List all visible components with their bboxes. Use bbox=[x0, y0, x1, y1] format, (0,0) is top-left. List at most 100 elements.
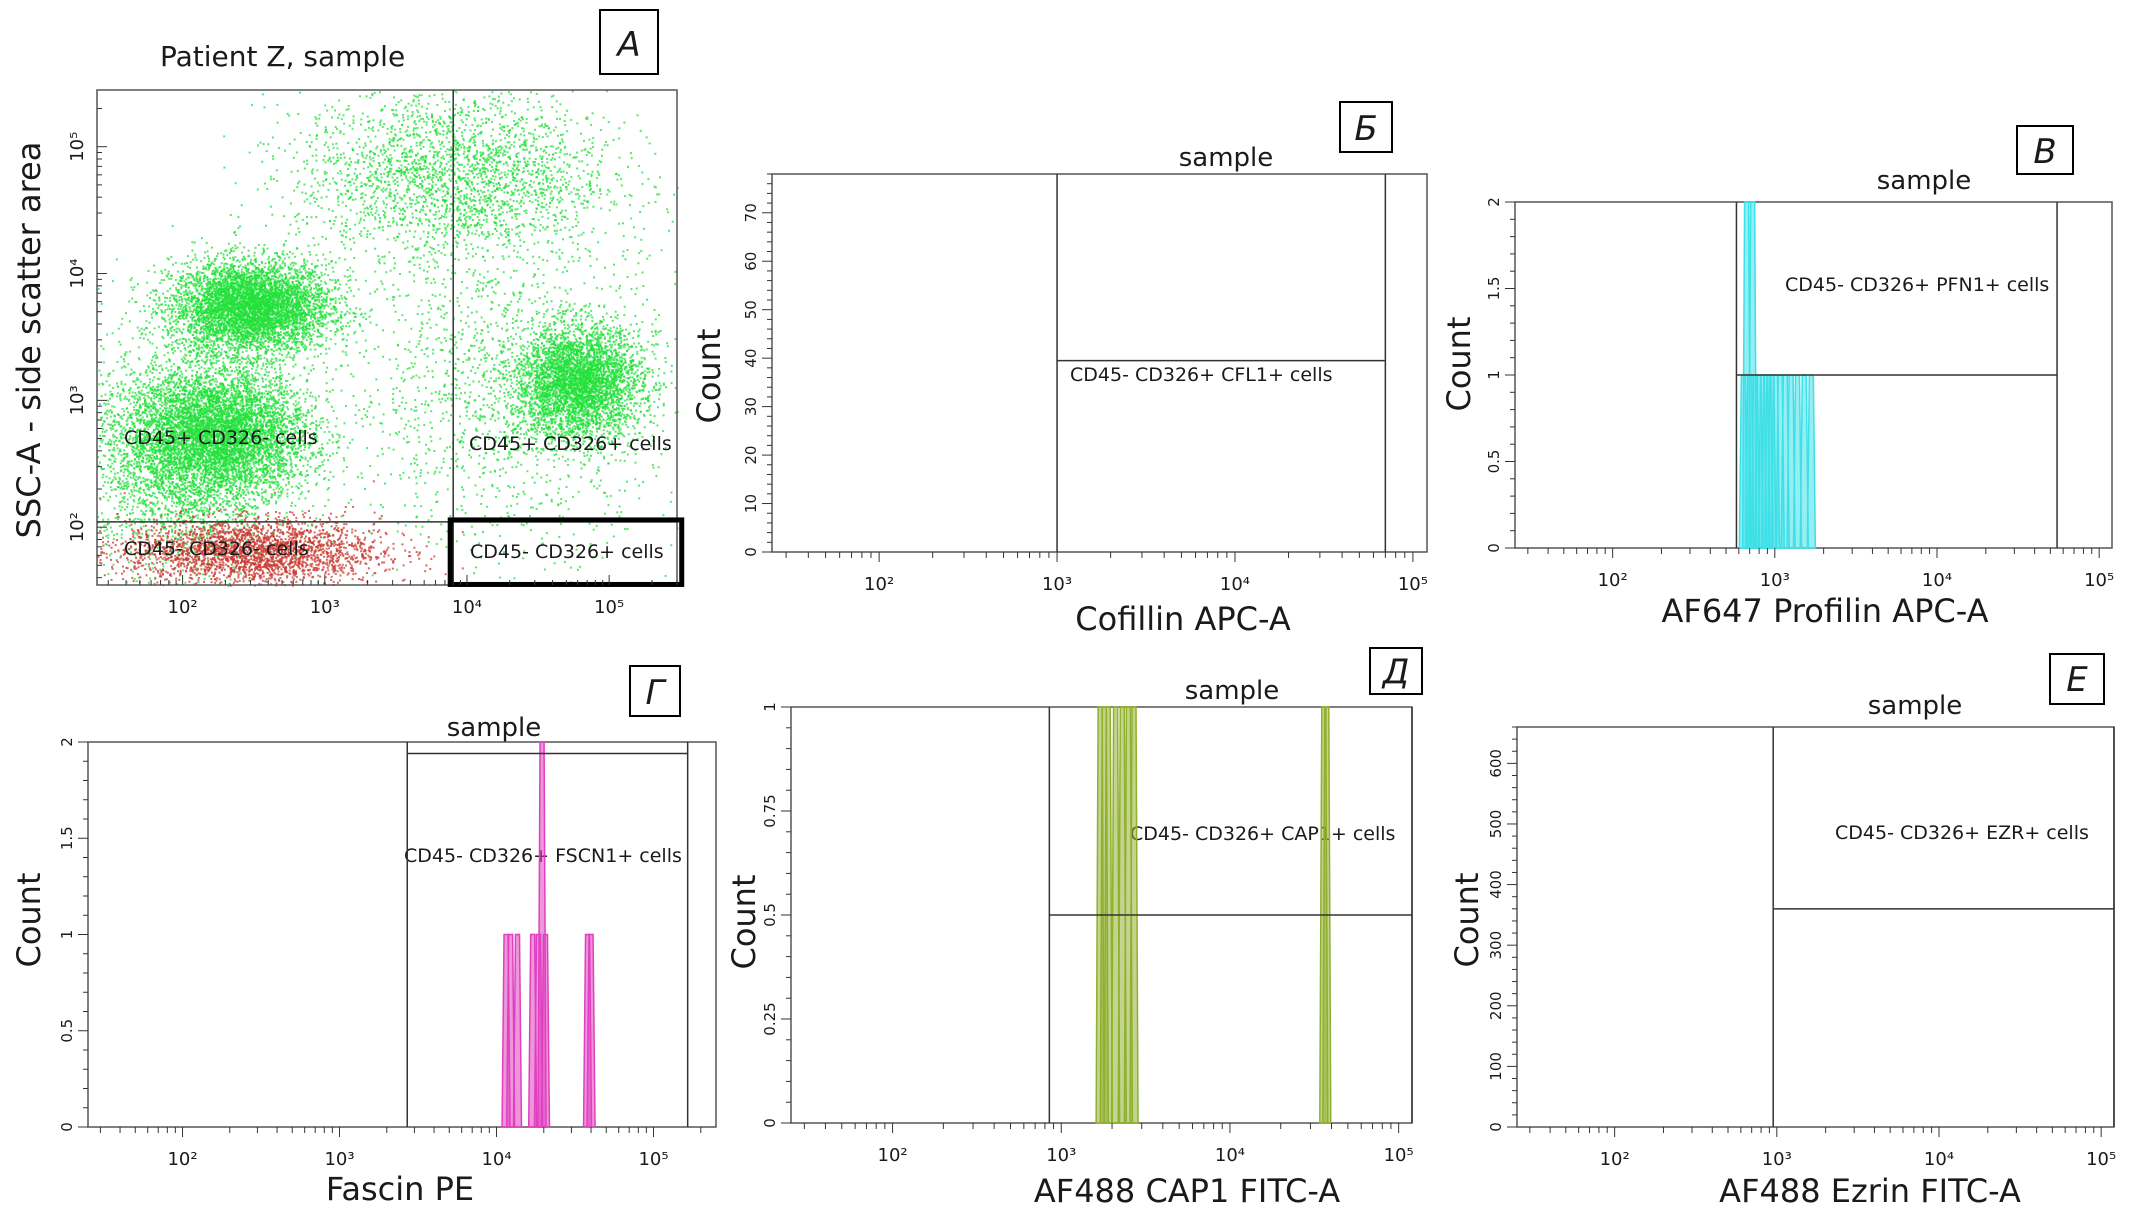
scatter-point bbox=[302, 338, 304, 340]
panel-a-scatter: Patient Z, sample А 10² 10³ 10⁴ 10⁵ 10²10³1… bbox=[10, 10, 682, 618]
scatter-point bbox=[341, 311, 343, 313]
scatter-point bbox=[282, 312, 284, 314]
scatter-point bbox=[223, 263, 225, 265]
scatter-point bbox=[330, 338, 332, 340]
scatter-point bbox=[153, 265, 155, 267]
scatter-point bbox=[154, 310, 156, 312]
scatter-point bbox=[197, 303, 199, 305]
scatter-point bbox=[312, 316, 314, 318]
scatter-point bbox=[145, 320, 147, 322]
scatter-point bbox=[268, 341, 270, 343]
scatter-point bbox=[137, 283, 139, 285]
scatter-point bbox=[320, 313, 322, 315]
scatter-point bbox=[131, 298, 133, 300]
scatter-point bbox=[291, 357, 293, 359]
scatter-point bbox=[362, 330, 364, 332]
scatter-point bbox=[226, 263, 228, 265]
scatter-point bbox=[180, 280, 182, 282]
scatter-point bbox=[350, 290, 352, 292]
scatter-point bbox=[145, 333, 147, 335]
scatter-point bbox=[194, 257, 196, 259]
scatter-point bbox=[284, 258, 286, 260]
scatter-point bbox=[295, 364, 297, 366]
scatter-point bbox=[146, 282, 148, 284]
scatter-point bbox=[181, 301, 183, 303]
scatter-point bbox=[118, 341, 120, 343]
scatter-point bbox=[355, 279, 357, 281]
scatter-point bbox=[148, 306, 150, 308]
scatter-point bbox=[185, 304, 187, 306]
scatter-point bbox=[112, 280, 114, 282]
scatter-point bbox=[241, 252, 243, 254]
scatter-point bbox=[264, 346, 266, 348]
scatter-point bbox=[224, 332, 226, 334]
scatter-point bbox=[326, 312, 328, 314]
scatter-point bbox=[306, 339, 308, 341]
scatter-point bbox=[243, 289, 245, 291]
scatter-point bbox=[176, 295, 178, 297]
scatter-point bbox=[276, 349, 278, 351]
scatter-point bbox=[317, 355, 319, 357]
scatter-point bbox=[283, 333, 285, 335]
scatter-point bbox=[192, 349, 194, 351]
scatter-point bbox=[324, 318, 326, 320]
scatter-point bbox=[214, 335, 216, 337]
scatter-point bbox=[196, 259, 198, 261]
scatter-point bbox=[334, 331, 336, 333]
scatter-point bbox=[310, 318, 312, 320]
scatter-point bbox=[315, 285, 317, 287]
scatter-point bbox=[257, 342, 259, 344]
scatter-point bbox=[184, 263, 186, 265]
scatter-point bbox=[339, 302, 341, 304]
scatter-point bbox=[288, 340, 290, 342]
scatter-point bbox=[288, 282, 290, 284]
scatter-point bbox=[318, 299, 320, 301]
scatter-point bbox=[310, 349, 312, 351]
scatter-point bbox=[364, 313, 366, 315]
scatter-point bbox=[203, 280, 205, 282]
scatter-point bbox=[292, 325, 294, 327]
scatter-point bbox=[325, 348, 327, 350]
scatter-point bbox=[293, 262, 295, 264]
scatter-point bbox=[177, 347, 179, 349]
scatter-point bbox=[241, 329, 243, 331]
scatter-point bbox=[204, 257, 206, 259]
scatter-point bbox=[270, 348, 272, 350]
scatter-point bbox=[382, 329, 384, 331]
scatter-point bbox=[246, 278, 248, 280]
scatter-point bbox=[182, 270, 184, 272]
scatter-point bbox=[207, 255, 209, 257]
scatter-point bbox=[286, 253, 288, 255]
scatter-point bbox=[272, 278, 274, 280]
scatter-point bbox=[245, 289, 247, 291]
scatter-point bbox=[215, 275, 217, 277]
scatter-point bbox=[349, 320, 351, 322]
scatter-point bbox=[187, 320, 189, 322]
scatter-point bbox=[257, 364, 259, 366]
scatter-point bbox=[292, 283, 294, 285]
scatter-point bbox=[181, 304, 183, 306]
scatter-point bbox=[186, 302, 188, 304]
scatter-point bbox=[266, 282, 268, 284]
scatter-point bbox=[346, 291, 348, 293]
scatter-point bbox=[216, 255, 218, 257]
scatter-point bbox=[330, 315, 332, 317]
scatter-point bbox=[169, 319, 171, 321]
scatter-point bbox=[315, 283, 317, 285]
scatter-point bbox=[313, 288, 315, 290]
scatter-point bbox=[330, 261, 332, 263]
scatter-point bbox=[251, 272, 253, 274]
scatter-point bbox=[234, 265, 236, 267]
scatter-point bbox=[355, 307, 357, 309]
scatter-point bbox=[167, 273, 169, 275]
scatter-point bbox=[338, 287, 340, 289]
scatter-point bbox=[326, 293, 328, 295]
scatter-points bbox=[97, 90, 679, 587]
scatter-point bbox=[148, 270, 150, 272]
scatter-point bbox=[289, 277, 291, 279]
scatter-point bbox=[204, 252, 206, 254]
scatter-point bbox=[320, 280, 322, 282]
scatter-point bbox=[175, 304, 177, 306]
scatter-point bbox=[175, 262, 177, 264]
scatter-point bbox=[376, 288, 378, 290]
